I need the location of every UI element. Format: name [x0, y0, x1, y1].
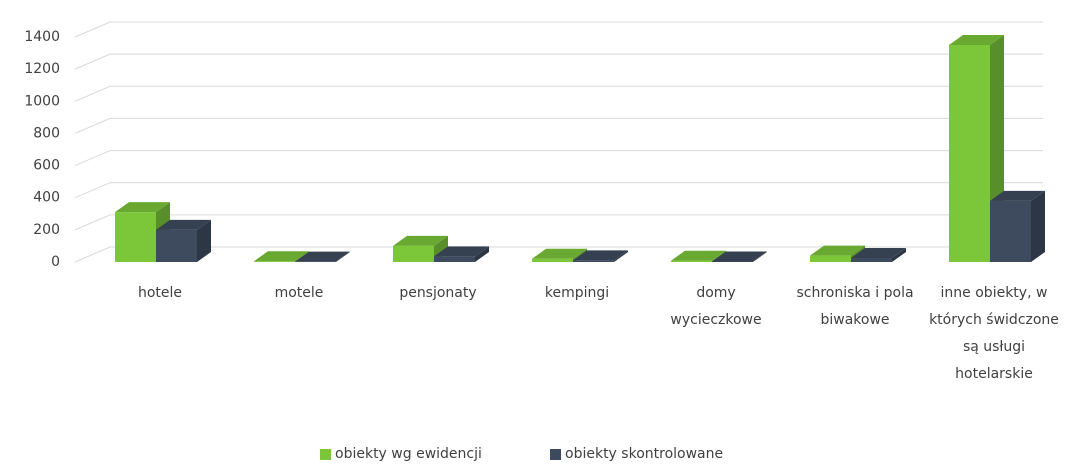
bar-top: [671, 250, 726, 261]
bar-front: [393, 245, 434, 262]
bar-side: [336, 251, 350, 262]
bar: [573, 250, 628, 262]
bar: [434, 246, 489, 262]
bar-side: [614, 250, 628, 262]
bar-front: [254, 261, 295, 262]
bar: [851, 247, 906, 262]
legend-item: obiekty wg ewidencji: [320, 446, 482, 462]
bar-top: [115, 202, 170, 213]
bar-side: [475, 246, 489, 262]
bar-top: [393, 235, 448, 246]
bar-front: [851, 257, 892, 262]
y-tick-label: 1200: [24, 61, 60, 77]
bar-side: [197, 219, 211, 262]
bar-top: [573, 250, 628, 261]
x-tick-label: motele: [274, 285, 324, 301]
bar-top: [532, 248, 587, 259]
grid-line: [74, 246, 1043, 263]
legend-label: obiekty wg ewidencji: [335, 446, 482, 462]
bar-front: [532, 258, 573, 262]
grid-line: [74, 214, 1043, 231]
bar-top: [254, 251, 309, 262]
legend-swatch: [320, 448, 331, 460]
y-tick-label: 600: [33, 158, 60, 174]
grid-line: [74, 85, 1043, 102]
bar-side: [753, 251, 767, 262]
bar: [295, 251, 350, 262]
y-tick-label: 0: [51, 254, 60, 270]
bar: [671, 250, 726, 262]
bar-front: [434, 256, 475, 262]
x-tick-label: domy wycieczkowe: [670, 285, 762, 328]
grid-line: [74, 21, 1043, 38]
y-tick-label: 1400: [24, 29, 60, 45]
y-tick-label: 200: [33, 222, 60, 238]
grid-line: [74, 150, 1043, 167]
x-tick-label: inne obiekty, w których świdczone są usł…: [929, 285, 1059, 382]
x-tick-label: hotele: [137, 285, 183, 301]
y-tick-label: 1000: [24, 93, 60, 109]
bar-front: [671, 260, 712, 262]
bar-top: [156, 219, 211, 230]
bar-top: [295, 251, 350, 262]
bar: [990, 190, 1045, 262]
bar-top: [810, 245, 865, 256]
bar-side: [892, 247, 906, 262]
bar-side: [1031, 190, 1045, 262]
bar-front: [810, 255, 851, 262]
bar-front: [156, 229, 197, 262]
x-tick-label: schroniska i pola biwakowe: [796, 285, 914, 328]
y-tick-label: 800: [33, 125, 60, 141]
bar-top: [434, 246, 489, 257]
bar-front: [573, 260, 614, 262]
bar-top: [949, 35, 1004, 46]
legend-label: obiekty skontrolowane: [565, 446, 724, 462]
bar: [156, 219, 211, 262]
x-tick-label: pensjonaty: [399, 285, 477, 301]
bar-front: [115, 212, 156, 262]
bar-top: [851, 247, 906, 258]
bar-top: [990, 190, 1045, 201]
bar: [712, 251, 767, 262]
grid-line: [74, 182, 1043, 199]
bar-front: [990, 200, 1031, 262]
bar-top: [712, 251, 767, 262]
x-tick-label: kempingi: [544, 285, 610, 301]
bar-front: [949, 45, 990, 263]
legend-item: obiekty skontrolowane: [550, 446, 723, 462]
y-tick-label: 400: [33, 190, 60, 206]
legend-swatch: [550, 448, 561, 460]
grid-line: [74, 117, 1043, 134]
grid-line: [74, 53, 1043, 70]
